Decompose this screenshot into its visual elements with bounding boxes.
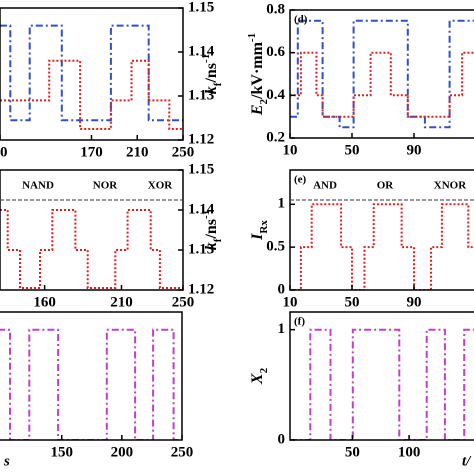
y-tick-label: 0 (278, 281, 286, 297)
data-line (290, 51, 474, 118)
y-tick-label: 0.4 (266, 87, 285, 103)
y-tick-label: 1.12 (188, 281, 214, 297)
logic-label: AND (313, 180, 337, 192)
x-tick-label: 170 (80, 144, 103, 160)
data-line (290, 203, 474, 290)
x-tick-label: 210 (126, 144, 149, 160)
y-tick-label: 0.2 (266, 129, 285, 145)
x-tick-label: 250 (172, 144, 195, 160)
data-line (0, 24, 183, 122)
x-tick-label: 50 (345, 294, 360, 310)
y-tick-label: 1.12 (188, 131, 214, 147)
x-tick-label: 150 (50, 444, 73, 460)
y-tick-label: 1.13 (188, 241, 214, 257)
label-part: Rx (258, 220, 270, 234)
y-tick-label: 1.14 (188, 201, 215, 217)
x-tick-label: 210 (110, 294, 133, 310)
label-part: /ns (203, 219, 220, 240)
data-line (0, 209, 183, 289)
label-part: -1 (200, 210, 212, 219)
y-axis-label: E2/kV·mm-1 (246, 33, 270, 116)
label-part: 2 (258, 98, 270, 104)
y-axis-label: kf/ns-1 (200, 54, 224, 94)
label-part: k (203, 242, 220, 250)
label-part: 2 (258, 367, 270, 373)
x-tick-label: 50 (345, 142, 360, 158)
logic-label: XNOR (434, 180, 467, 192)
plot-frame (0, 311, 183, 441)
y-tick-label: 1.13 (188, 87, 214, 103)
panel-label: (f) (294, 316, 305, 328)
x-tick-label: 250 (171, 444, 194, 460)
x-tick-label: 50 (345, 444, 360, 460)
panel-label: (d) (294, 14, 308, 26)
plot-frame (0, 169, 184, 291)
y-tick-label: 0 (278, 431, 286, 447)
y-axis-label: X2 (249, 367, 270, 385)
label-part: /ns (203, 63, 220, 84)
y-tick-label: 1 (278, 321, 286, 337)
y-tick-label: 1.15 (188, 0, 214, 15)
x-axis-label: t/ (462, 453, 472, 469)
logic-label: NOR (93, 180, 119, 192)
x-tick-label: 90 (0, 144, 8, 160)
y-tick-label: 1 (278, 196, 286, 212)
data-line (0, 59, 183, 130)
x-tick-label: 90 (407, 294, 422, 310)
x-tick-label: 10 (283, 142, 298, 158)
x-tick-label: 100 (398, 444, 421, 460)
label-part: -1 (246, 33, 258, 42)
logic-label: NAND (22, 180, 54, 192)
x-tick-label: 90 (407, 142, 422, 158)
plot-frame (289, 311, 474, 441)
plot-frame (289, 169, 474, 291)
y-tick-label: 1.15 (188, 161, 214, 177)
label-part: k (203, 86, 220, 94)
label-part: X (249, 373, 266, 385)
label-part: f (212, 82, 224, 86)
y-tick-label: 0.8 (266, 1, 285, 17)
y-tick-label: 0.6 (266, 44, 285, 60)
label-part: f (212, 238, 224, 242)
label-part: /kV·mm (249, 41, 266, 100)
x-tick-label: 10 (283, 294, 298, 310)
x-tick-label: 200 (111, 444, 134, 460)
x-tick-label: 250 (172, 294, 195, 310)
y-tick-label: 0.5 (266, 239, 285, 255)
logic-label: OR (377, 180, 395, 192)
x-tick-label: 160 (33, 294, 56, 310)
label-part: -1 (200, 54, 212, 63)
data-line (290, 328, 474, 440)
logic-label: XOR (148, 180, 174, 192)
label-part: E (249, 104, 266, 116)
y-tick-label: 1.14 (188, 43, 215, 59)
x-axis-label: s (3, 453, 10, 469)
data-line (0, 328, 182, 440)
y-axis-label: kf/ns-1 (200, 210, 224, 250)
panel-label: (e) (294, 174, 307, 186)
label-part: I (249, 233, 266, 241)
plot-frame (289, 9, 474, 139)
data-line (290, 19, 474, 129)
y-axis-label: IRx (249, 220, 270, 241)
